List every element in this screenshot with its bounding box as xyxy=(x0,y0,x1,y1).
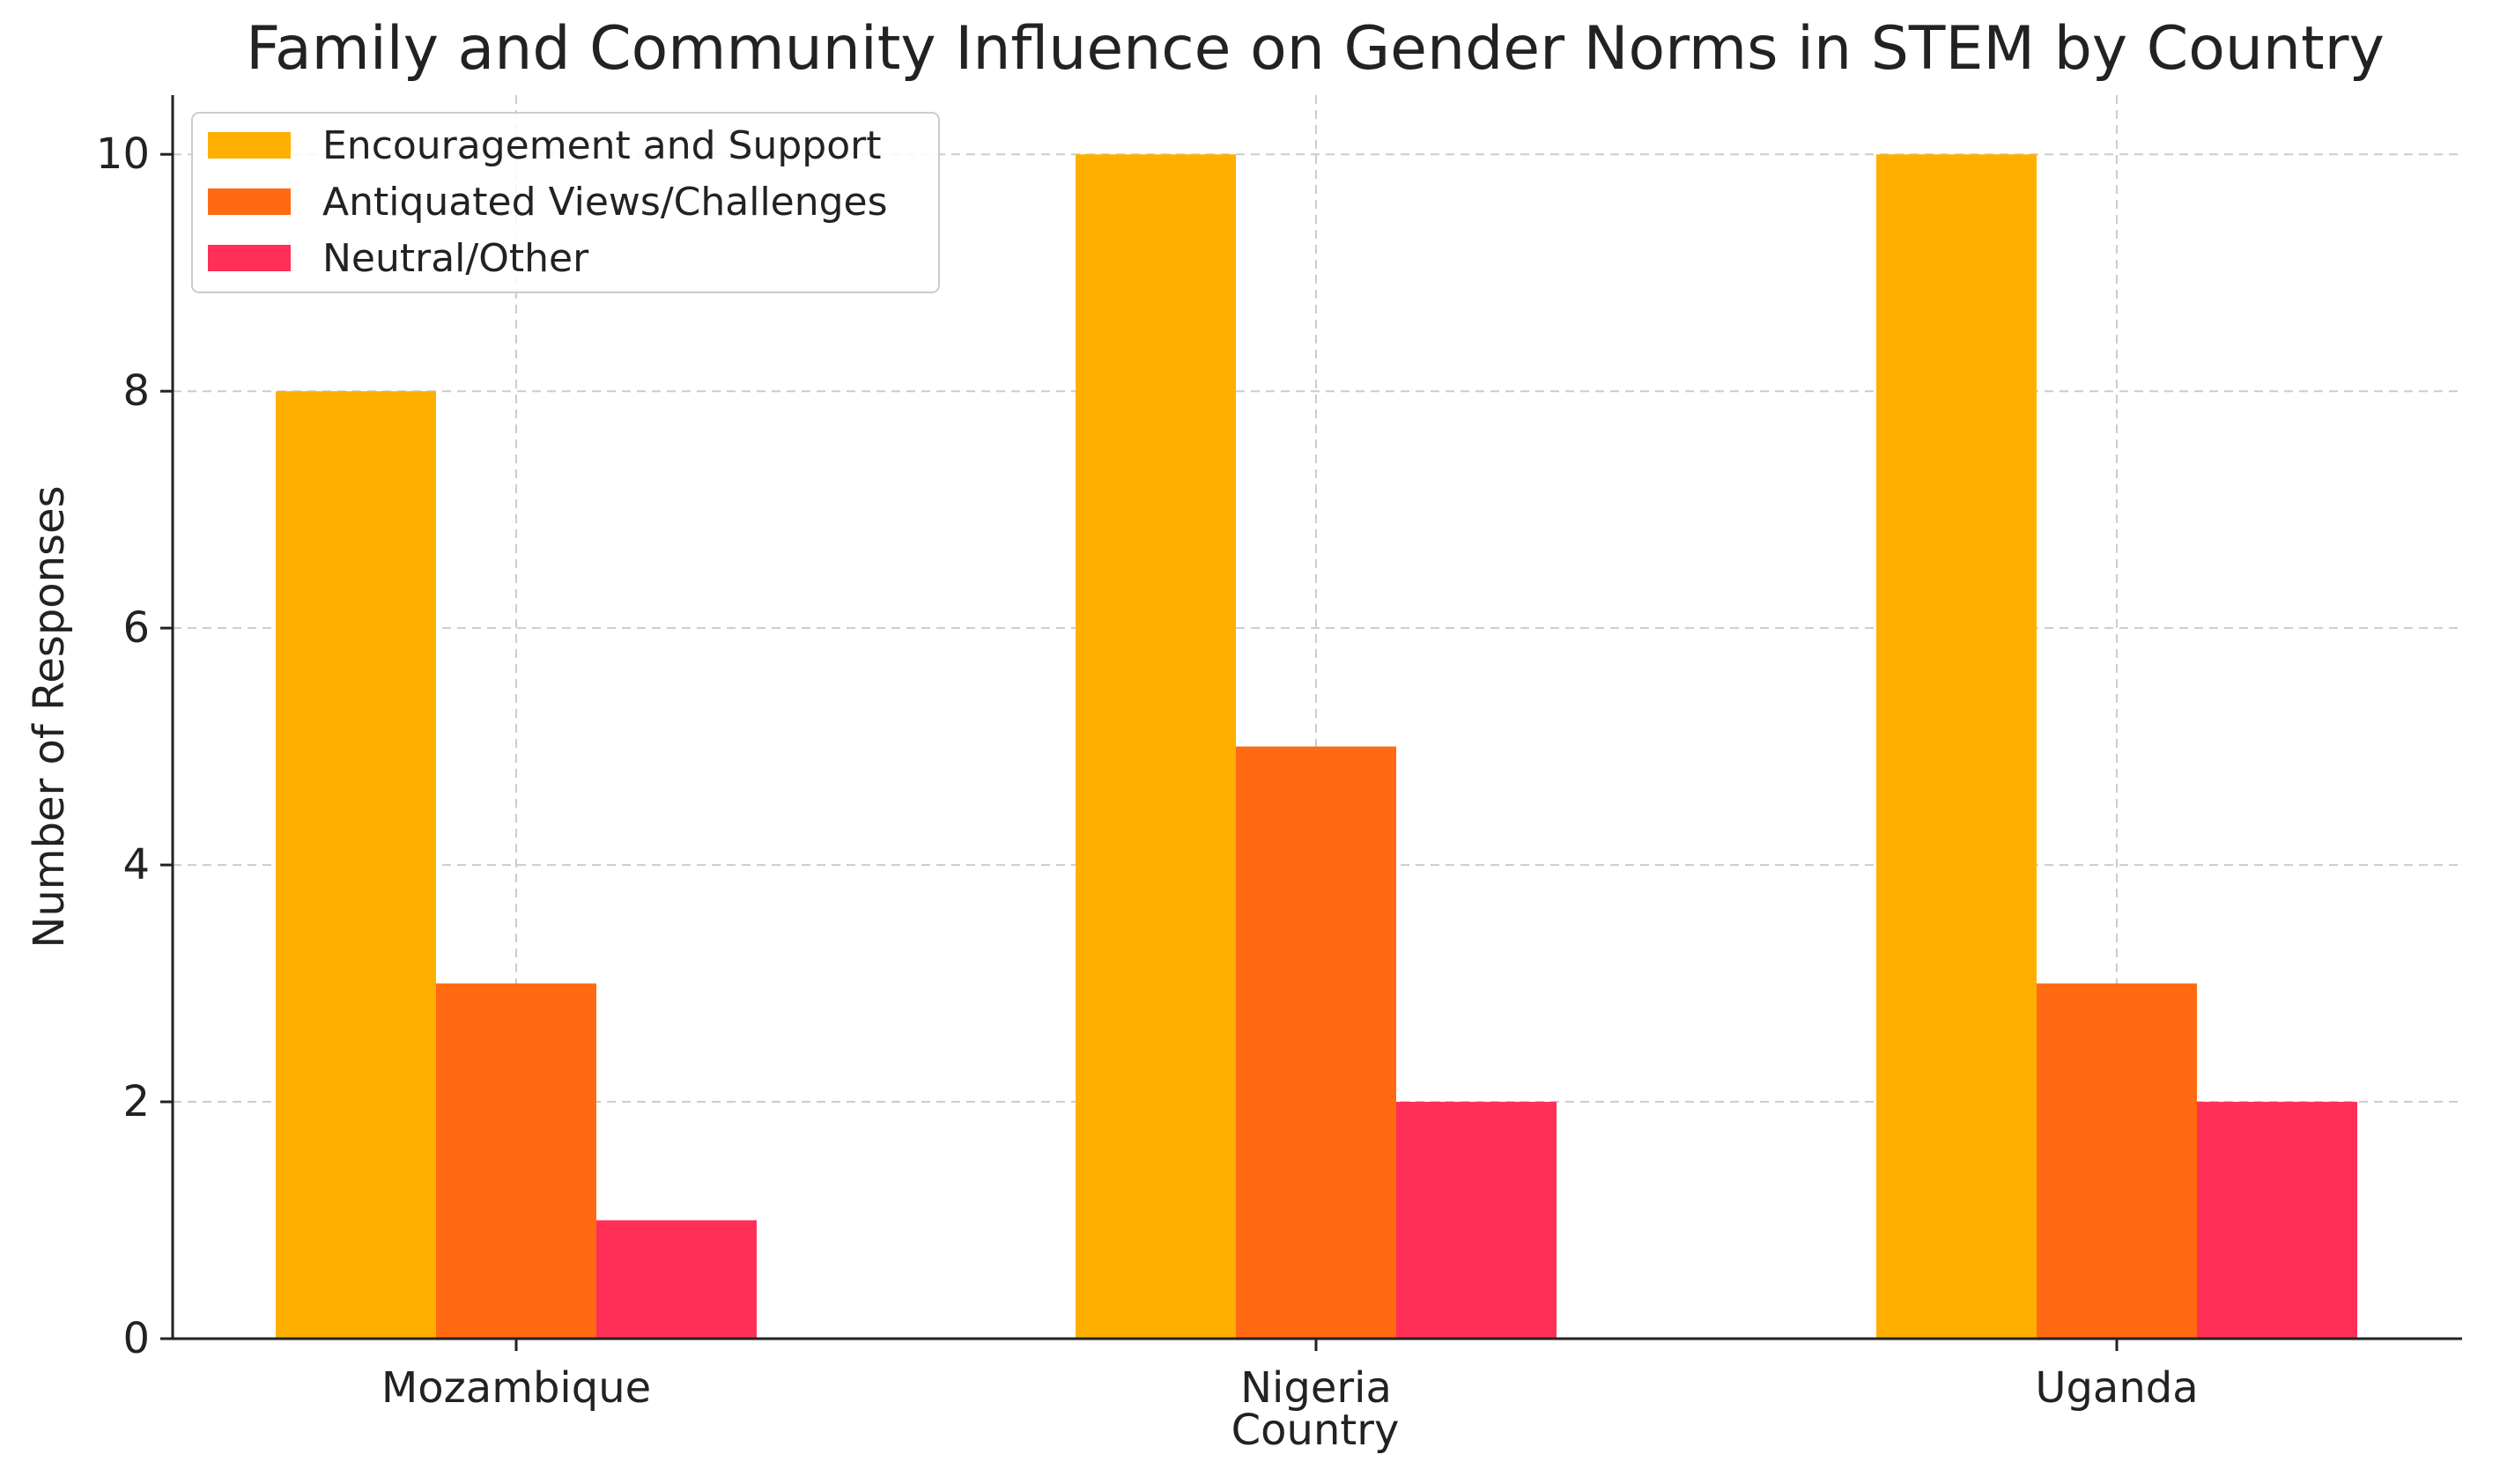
bar-mozambique-series-2 xyxy=(596,1220,757,1339)
bar-nigeria-series-1 xyxy=(1236,746,1396,1339)
legend-label-encouragement: Encouragement and Support xyxy=(322,123,882,168)
y-tick-label: 0 xyxy=(122,1314,150,1363)
legend-swatch-neutral xyxy=(208,245,291,271)
bar-uganda-series-2 xyxy=(2197,1102,2357,1339)
y-tick-label: 4 xyxy=(122,840,150,890)
bar-uganda-series-1 xyxy=(2037,983,2197,1339)
bar-mozambique-series-0 xyxy=(276,391,436,1340)
x-axis-ticks: Mozambique Nigeria Uganda xyxy=(381,1339,2199,1413)
legend-label-antiquated: Antiquated Views/Challenges xyxy=(322,180,888,225)
legend: Encouragement and Support Antiquated Vie… xyxy=(191,112,940,293)
legend-swatch-antiquated xyxy=(208,188,291,215)
y-axis-ticks: 0 2 4 6 8 10 xyxy=(96,129,173,1363)
y-tick-label: 2 xyxy=(122,1077,150,1126)
bar-nigeria-series-2 xyxy=(1396,1102,1557,1339)
bars-layer xyxy=(276,154,2357,1340)
y-tick-label: 10 xyxy=(96,129,150,179)
bar-nigeria-series-0 xyxy=(1076,154,1236,1340)
y-axis-label: Number of Responses xyxy=(25,485,74,948)
legend-swatch-encouragement xyxy=(208,132,291,159)
x-axis-label: Country xyxy=(1231,1406,1400,1455)
y-tick-label: 6 xyxy=(122,603,150,653)
x-tick-label: Nigeria xyxy=(1240,1363,1392,1413)
legend-frame xyxy=(191,112,940,293)
y-tick-label: 8 xyxy=(122,366,150,416)
x-tick-label: Uganda xyxy=(2035,1363,2198,1413)
bar-mozambique-series-1 xyxy=(436,983,596,1339)
legend-label-neutral: Neutral/Other xyxy=(322,236,589,281)
x-tick-label: Mozambique xyxy=(381,1363,651,1413)
bar-uganda-series-0 xyxy=(1876,154,2037,1340)
chart-title: Family and Community Influence on Gender… xyxy=(246,14,2385,84)
